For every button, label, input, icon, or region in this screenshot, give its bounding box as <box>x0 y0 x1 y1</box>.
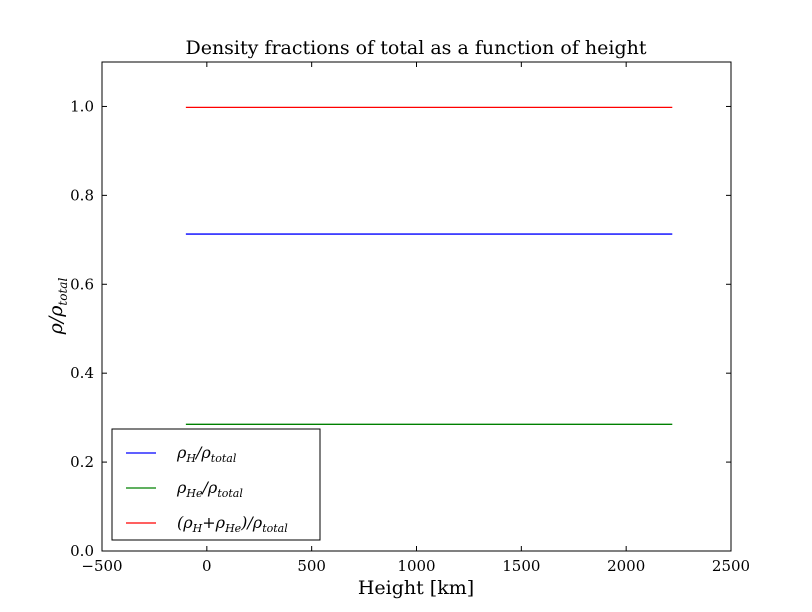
plot-area: −500 0 500 1000 1500 2000 2500 0.0 0.2 0.4 0.6 0.8 1… <box>70 61 750 575</box>
y-tick-label: 1.0 <box>70 97 94 115</box>
legend-label-1: ρHe/ρtotal <box>176 478 243 500</box>
legend-label-0: ρH/ρtotal <box>176 443 237 465</box>
x-tick-label: 1500 <box>502 557 540 575</box>
y-axis-label-base: ρ/ρ <box>45 305 67 336</box>
legend-label-2: (ρH+ρHe)/ρtotal <box>177 513 288 535</box>
y-tick-label: 0.8 <box>70 186 94 204</box>
x-axis-label: Height [km] <box>358 577 474 599</box>
x-tick-label: 0 <box>202 557 212 575</box>
y-tick-label: 0.0 <box>70 542 94 560</box>
x-tick-label: 2500 <box>712 557 750 575</box>
y-tick-label: 0.4 <box>70 364 94 382</box>
x-tick-label: 1000 <box>397 557 435 575</box>
legend: ρH/ρtotal ρHe/ρtotal (ρH+ρHe)/ρtotal <box>111 428 321 541</box>
chart-title: Density fractions of total as a function… <box>185 37 646 59</box>
x-tick-label: −500 <box>81 557 122 575</box>
y-axis-label: ρ/ρtotal <box>45 278 70 336</box>
x-tick-label: 2000 <box>607 557 645 575</box>
x-tick-label: 500 <box>297 557 326 575</box>
y-axis-label-sub: total <box>56 278 70 306</box>
y-tick-label: 0.2 <box>70 453 94 471</box>
legend-box <box>111 428 321 541</box>
y-tick-label: 0.6 <box>70 275 94 293</box>
